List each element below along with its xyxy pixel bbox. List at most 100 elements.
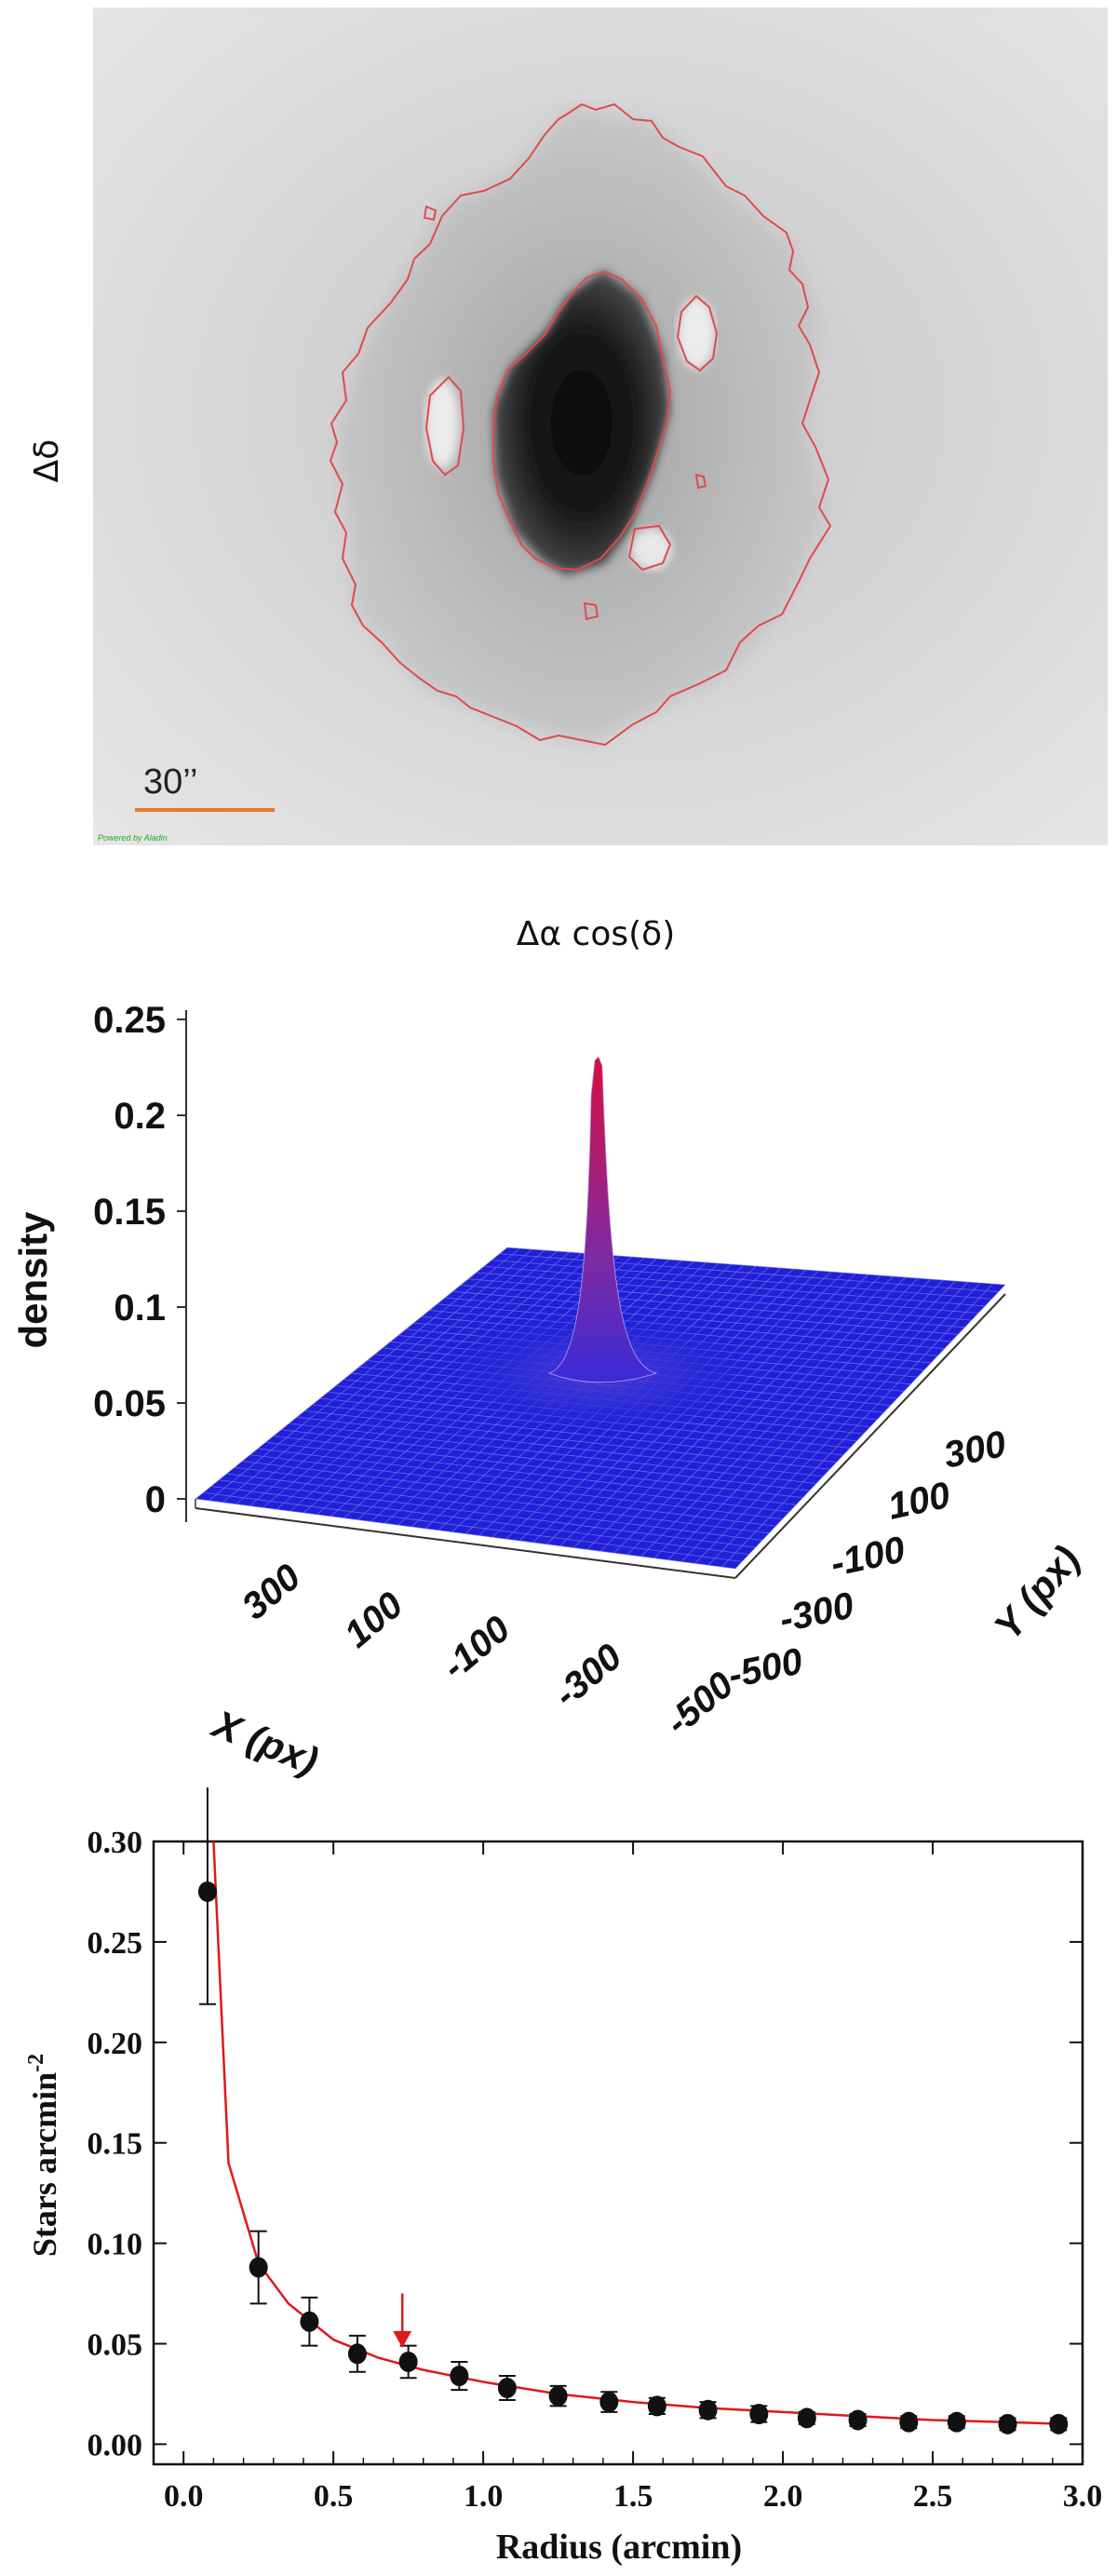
light-hole-south <box>631 529 672 570</box>
data-point <box>899 2411 919 2433</box>
radial-profile-panel: 0.0 0.5 1.0 1.5 2.0 2.5 3.0 0.00 0.05 0.10 0.15 0.… <box>0 1787 1117 2576</box>
z-tick-label: 0.2 <box>114 1096 166 1137</box>
data-point <box>398 2351 418 2372</box>
map-x-axis-label: Δα cos(δ) <box>517 915 676 953</box>
mesh-line <box>491 1260 992 1300</box>
data-point <box>548 2385 568 2407</box>
y-tick-label: 0.20 <box>87 2027 143 2061</box>
x-tick-label: 2.0 <box>763 2479 803 2514</box>
density-surface-panel: 0 0.05 0.1 0.15 0.2 0.25 density 300 100 -100 -3… <box>0 968 1117 1787</box>
y-tick-label: -500 <box>725 1640 806 1696</box>
mesh-line <box>613 1275 894 1554</box>
x-tick-label: 1.5 <box>613 2479 653 2514</box>
z-tick-label: 0 <box>145 1479 166 1520</box>
density-map-panel: 30’’ Powered by Aladin Δδ Δα cos(δ) <box>0 0 1117 968</box>
mesh-line <box>626 1276 907 1556</box>
x-tick-label: 300 <box>235 1557 308 1628</box>
y-tick-label: 0.00 <box>87 2428 143 2462</box>
z-tick-label: 0.05 <box>93 1383 166 1424</box>
hole-contour-south <box>627 524 672 572</box>
profile-x-axis-label: Radius (arcmin) <box>496 2528 742 2567</box>
x-tick-label: -300 <box>546 1636 630 1715</box>
data-point <box>300 2311 319 2332</box>
data-point <box>749 2404 769 2425</box>
surface-x-axis-label: X (px) <box>206 1701 325 1783</box>
y-tick-label: 0.30 <box>87 1826 143 1860</box>
data-point <box>647 2395 666 2417</box>
mesh-line <box>476 1272 979 1314</box>
mesh-line <box>452 1290 959 1335</box>
plot-frame <box>152 1840 1084 2466</box>
outer-contour <box>329 102 832 747</box>
mesh-line <box>667 1279 944 1560</box>
density-peak <box>547 1056 658 1383</box>
profile-y-label-text: Stars arcmin <box>26 2072 63 2257</box>
y-tick-label: -300 <box>776 1585 857 1640</box>
mesh-line <box>599 1275 881 1552</box>
data-point <box>599 2392 619 2413</box>
x-ticks: 300 100 -100 -300 -500 <box>235 1557 742 1744</box>
mesh-line <box>460 1285 965 1328</box>
contour-group <box>329 102 832 747</box>
x-tick-label: 100 <box>337 1585 410 1656</box>
light-hole-west <box>425 379 459 468</box>
density-surface-svg: 00.050.10.150.20.25 density 300 100 -100 -3… <box>11 1000 1089 1783</box>
y-axis-line <box>734 1293 1006 1579</box>
core-radius-arrow <box>393 2293 412 2348</box>
x-tick-label: 0.0 <box>164 2479 204 2514</box>
small-contour-2 <box>583 601 599 621</box>
profile-y-axis-label: Stars arcmin-2 <box>24 2054 63 2257</box>
mesh-line <box>640 1277 919 1558</box>
mesh-line <box>707 1282 981 1566</box>
mesh-line <box>499 1253 999 1293</box>
density-map-svg: 30’’ Powered by Aladin Δδ Δα cos(δ) <box>28 7 1108 953</box>
data-point <box>450 2366 469 2387</box>
small-contour-1 <box>694 473 707 490</box>
profile-y-label-sup: -2 <box>24 2054 48 2072</box>
aladin-credit: Powered by Aladin <box>98 833 168 843</box>
z-ticks: 0 0.05 0.1 0.15 0.2 0.25 <box>93 1000 186 1520</box>
data-point <box>1049 2413 1069 2434</box>
profile-x-ticks: 0.0 0.5 1.0 1.5 2.0 2.5 3.0 <box>153 1841 1102 2514</box>
data-point <box>197 1881 217 1902</box>
hole-contour-west <box>424 375 465 477</box>
data-point <box>249 2257 268 2278</box>
mesh-line <box>444 1297 952 1342</box>
data-point <box>947 2411 966 2433</box>
mesh-line <box>680 1280 956 1562</box>
fit-curve <box>212 1841 1068 2426</box>
light-hole-east <box>678 298 715 369</box>
z-tick-label: 0.15 <box>93 1192 166 1233</box>
x-axis-line <box>195 1507 736 1579</box>
map-y-axis-label: Δδ <box>28 439 66 483</box>
y-tick-label: 0.05 <box>87 2328 143 2363</box>
mesh-line <box>483 1265 986 1307</box>
x-tick-label: 0.5 <box>314 2479 354 2514</box>
dark-core <box>493 270 670 575</box>
mesh-line <box>734 1284 1006 1570</box>
mesh-line <box>468 1278 972 1321</box>
mesh-line <box>653 1278 932 1559</box>
data-point <box>998 2413 1017 2434</box>
inner-contour <box>492 270 672 572</box>
data-point <box>497 2377 517 2398</box>
data-point <box>347 2343 367 2365</box>
mesh-line <box>721 1283 993 1568</box>
data-point <box>848 2409 868 2431</box>
y-tick-label: 300 <box>940 1423 1009 1477</box>
arrow-head <box>393 2330 412 2348</box>
profile-y-ticks: 0.00 0.05 0.10 0.15 0.20 0.25 0.30 <box>87 1826 1083 2462</box>
data-point <box>797 2407 816 2429</box>
y-tick-label: 0.15 <box>87 2127 143 2162</box>
radial-profile-svg: 0.0 0.5 1.0 1.5 2.0 2.5 3.0 0.000.050.100.150.… <box>24 1787 1102 2567</box>
scale-bar-label: 30’’ <box>143 762 197 802</box>
z-tick-label: 0.1 <box>114 1288 166 1328</box>
x-tick-label: 1.0 <box>464 2479 504 2514</box>
y-tick-label: 0.25 <box>87 1926 143 1961</box>
data-points <box>197 1787 1069 2434</box>
mesh-line <box>586 1274 869 1550</box>
y-tick-label: -100 <box>828 1529 908 1585</box>
x-tick-label: 2.5 <box>913 2479 953 2514</box>
surface-z-axis-label: density <box>11 1211 55 1349</box>
surface-y-axis-label: Y (px) <box>986 1537 1089 1648</box>
